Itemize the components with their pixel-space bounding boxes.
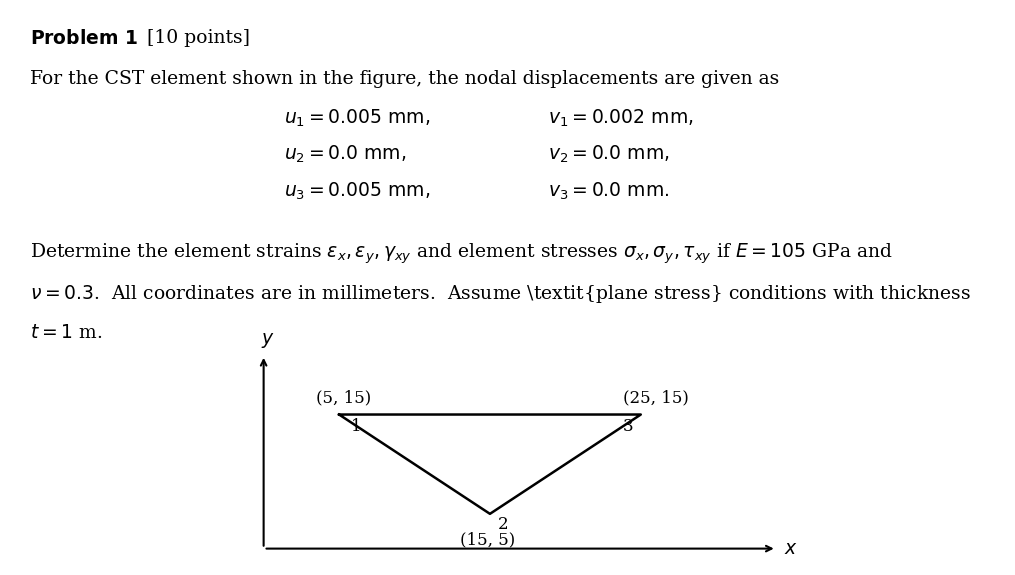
- Text: (5, 15): (5, 15): [317, 390, 371, 407]
- Text: 2: 2: [497, 516, 509, 533]
- Text: 1: 1: [351, 417, 361, 435]
- Text: $y$: $y$: [261, 331, 275, 350]
- Text: For the CST element shown in the figure, the nodal displacements are given as: For the CST element shown in the figure,…: [30, 70, 780, 88]
- Text: (25, 15): (25, 15): [623, 390, 688, 407]
- Text: $v_3 = 0.0\ \mathrm{mm}.$: $v_3 = 0.0\ \mathrm{mm}.$: [548, 181, 670, 202]
- Text: $\mathbf{Problem\ 1}$: $\mathbf{Problem\ 1}$: [30, 29, 138, 48]
- Text: [10 points]: [10 points]: [147, 29, 250, 47]
- Text: $u_3 = 0.005\ \mathrm{mm},$: $u_3 = 0.005\ \mathrm{mm},$: [284, 181, 430, 202]
- Text: 3: 3: [622, 417, 633, 435]
- Text: $v_1 = 0.002\ \mathrm{mm},$: $v_1 = 0.002\ \mathrm{mm},$: [548, 108, 693, 129]
- Text: Determine the element strains $\varepsilon_x, \varepsilon_y, \gamma_{xy}$ and el: Determine the element strains $\varepsil…: [30, 242, 893, 266]
- Text: $u_2 = 0.0\ \mathrm{mm},$: $u_2 = 0.0\ \mathrm{mm},$: [284, 144, 407, 165]
- Text: $v_2 = 0.0\ \mathrm{mm},$: $v_2 = 0.0\ \mathrm{mm},$: [548, 144, 670, 165]
- Text: $x$: $x$: [785, 539, 798, 558]
- Text: $t = 1$ m.: $t = 1$ m.: [30, 324, 103, 342]
- Text: (15, 5): (15, 5): [460, 532, 515, 549]
- Text: $\nu = 0.3$.  All coordinates are in millimeters.  Assume \textit{plane stress} : $\nu = 0.3$. All coordinates are in mill…: [30, 283, 971, 305]
- Text: $u_1 = 0.005\ \mathrm{mm},$: $u_1 = 0.005\ \mathrm{mm},$: [284, 108, 430, 129]
